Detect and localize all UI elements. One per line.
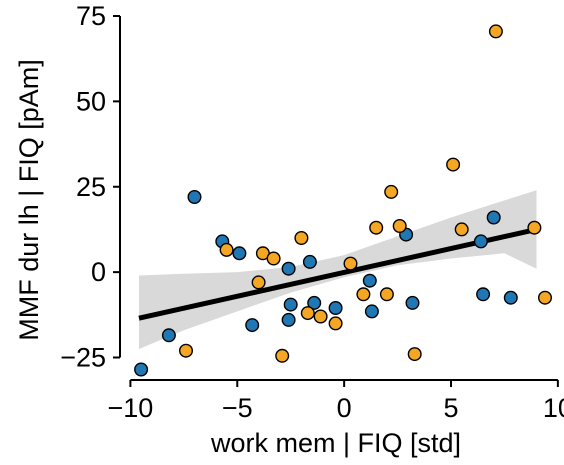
data-point	[328, 316, 343, 331]
data-point	[356, 287, 371, 302]
data-point	[219, 242, 234, 257]
x-tick-label: −10	[108, 393, 154, 423]
x-tick-label: 0	[337, 393, 352, 423]
data-point	[392, 218, 407, 233]
data-point	[313, 309, 328, 324]
data-point	[488, 24, 503, 39]
data-point	[343, 256, 358, 271]
data-point	[302, 254, 317, 269]
data-point	[266, 251, 281, 266]
data-point	[384, 184, 399, 199]
data-point	[405, 295, 420, 310]
data-point	[307, 295, 322, 310]
y-tick-label: 0	[91, 257, 106, 287]
y-tick-label: 25	[76, 172, 106, 202]
data-point	[187, 189, 202, 204]
y-axis-label: MMF dur lh | FIQ [pAm]	[14, 59, 44, 341]
data-point	[538, 290, 553, 305]
data-point	[473, 234, 488, 249]
data-point	[294, 230, 309, 245]
data-point	[232, 246, 247, 261]
regression-line	[138, 227, 538, 321]
data-point	[161, 328, 176, 343]
x-axis-label: work mem | FIQ [std]	[210, 428, 461, 458]
y-tick-label: 50	[76, 86, 106, 116]
data-point	[275, 348, 290, 363]
x-tick-label: 5	[443, 393, 458, 423]
x-tick-label: −5	[222, 393, 253, 423]
data-point	[281, 312, 296, 327]
data-point	[251, 275, 266, 290]
data-point	[407, 347, 422, 362]
data-points-layer	[134, 24, 553, 377]
confidence-band	[139, 190, 537, 349]
data-point	[364, 304, 379, 319]
data-point	[476, 287, 491, 302]
data-point	[178, 343, 193, 358]
data-point	[245, 318, 260, 333]
confidence-band-layer	[139, 190, 537, 349]
data-point	[527, 220, 542, 235]
fit-line-layer	[138, 227, 538, 321]
data-point	[362, 273, 377, 288]
data-point	[134, 362, 149, 377]
data-point	[300, 306, 315, 321]
data-point	[503, 290, 518, 305]
data-point	[379, 287, 394, 302]
data-point	[281, 261, 296, 276]
data-point	[283, 297, 298, 312]
data-point	[454, 222, 469, 237]
data-point	[486, 210, 501, 225]
data-point	[369, 220, 384, 235]
data-point	[446, 157, 461, 172]
y-tick-label: −25	[60, 343, 106, 373]
axes-layer: −10 −5 0 5 10 −25 0 25 50 75	[60, 1, 564, 423]
y-tick-label: 75	[76, 1, 106, 31]
data-point	[328, 301, 343, 316]
x-tick-label: 10	[543, 393, 564, 423]
